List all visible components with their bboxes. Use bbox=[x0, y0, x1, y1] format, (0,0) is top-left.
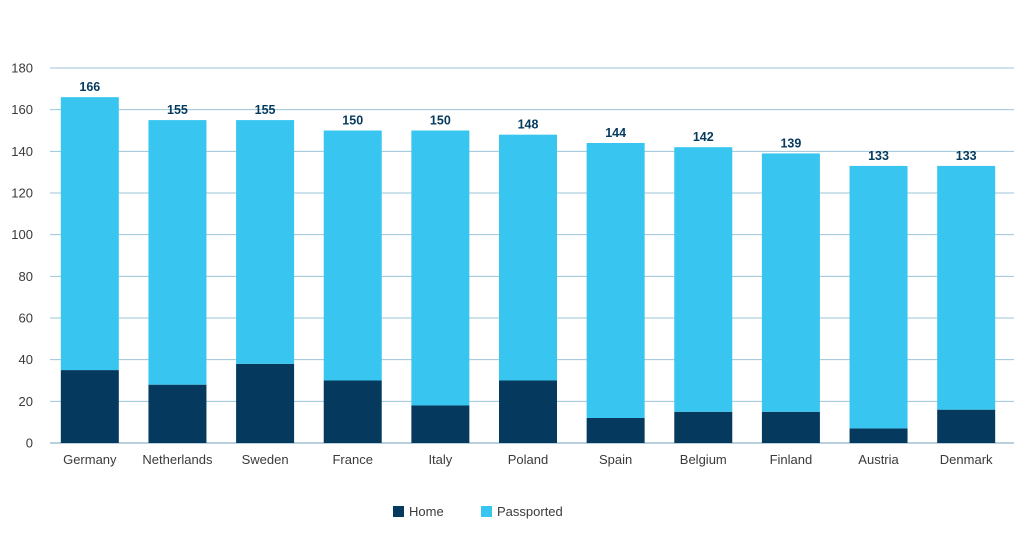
bar-passported-spain bbox=[586, 143, 645, 418]
legend: Home Passported bbox=[393, 504, 563, 519]
bar-home-denmark bbox=[937, 409, 996, 443]
x-tick-label: Belgium bbox=[680, 452, 727, 467]
bar-passported-poland bbox=[499, 134, 557, 381]
x-tick-label: Germany bbox=[63, 452, 117, 467]
total-label: 155 bbox=[255, 103, 276, 117]
y-axis-ticks: 0 20 40 60 80 100 120 140 160 180 bbox=[11, 61, 33, 451]
bar-home-austria bbox=[849, 428, 908, 443]
y-tick-label: 60 bbox=[19, 311, 33, 326]
y-tick-label: 80 bbox=[19, 269, 33, 284]
bar-passported-belgium bbox=[674, 147, 733, 412]
legend-label: Home bbox=[409, 504, 444, 519]
legend-swatch bbox=[393, 506, 404, 517]
y-tick-label: 120 bbox=[11, 186, 33, 201]
total-label: 139 bbox=[780, 136, 801, 150]
legend-item-home: Home bbox=[393, 504, 444, 519]
x-tick-label: Spain bbox=[599, 452, 632, 467]
total-label: 144 bbox=[605, 126, 626, 140]
total-label: 166 bbox=[79, 80, 100, 94]
bar-home-finland bbox=[761, 411, 820, 443]
bar-home-sweden bbox=[236, 363, 295, 443]
total-label: 155 bbox=[167, 103, 188, 117]
bars bbox=[60, 97, 996, 443]
bar-home-germany bbox=[60, 370, 119, 443]
bar-passported-netherlands bbox=[148, 120, 207, 385]
bar-passported-sweden bbox=[236, 120, 295, 364]
total-label: 150 bbox=[342, 114, 363, 128]
x-tick-label: France bbox=[332, 452, 372, 467]
legend-label: Passported bbox=[497, 504, 563, 519]
x-tick-label: Finland bbox=[770, 452, 813, 467]
total-label: 133 bbox=[956, 149, 977, 163]
y-tick-label: 100 bbox=[11, 227, 33, 242]
x-tick-label: Poland bbox=[508, 452, 548, 467]
x-tick-label: Sweden bbox=[242, 452, 289, 467]
bar-passported-finland bbox=[761, 153, 820, 412]
y-tick-label: 180 bbox=[11, 61, 33, 76]
bar-home-spain bbox=[586, 418, 645, 443]
x-tick-label: Austria bbox=[858, 452, 899, 467]
y-tick-label: 20 bbox=[19, 394, 33, 409]
x-axis-labels: Germany Netherlands Sweden France Italy Polan… bbox=[63, 452, 993, 467]
legend-swatch bbox=[481, 506, 492, 517]
y-tick-label: 140 bbox=[11, 144, 33, 159]
total-labels: 166 155 155 150 150 148 144 142 139 133 133 bbox=[79, 80, 976, 163]
legend-item-passported: Passported bbox=[481, 504, 563, 519]
bar-passported-austria bbox=[849, 165, 908, 429]
total-label: 150 bbox=[430, 114, 451, 128]
total-label: 148 bbox=[518, 118, 539, 132]
bar-home-poland bbox=[499, 380, 557, 443]
bar-home-belgium bbox=[674, 411, 733, 443]
total-label: 133 bbox=[868, 149, 889, 163]
y-tick-label: 160 bbox=[11, 102, 33, 117]
y-tick-label: 0 bbox=[26, 436, 33, 451]
bar-passported-denmark bbox=[937, 165, 996, 410]
bar-passported-italy bbox=[411, 130, 470, 406]
bar-passported-germany bbox=[60, 97, 119, 371]
bar-home-netherlands bbox=[148, 384, 207, 443]
total-label: 142 bbox=[693, 130, 714, 144]
bar-passported-france bbox=[323, 130, 382, 381]
y-tick-label: 40 bbox=[19, 352, 33, 367]
x-tick-label: Denmark bbox=[940, 452, 993, 467]
bar-home-france bbox=[323, 380, 382, 443]
bar-home-italy bbox=[411, 405, 470, 443]
x-tick-label: Netherlands bbox=[142, 452, 213, 467]
x-tick-label: Italy bbox=[428, 452, 452, 467]
